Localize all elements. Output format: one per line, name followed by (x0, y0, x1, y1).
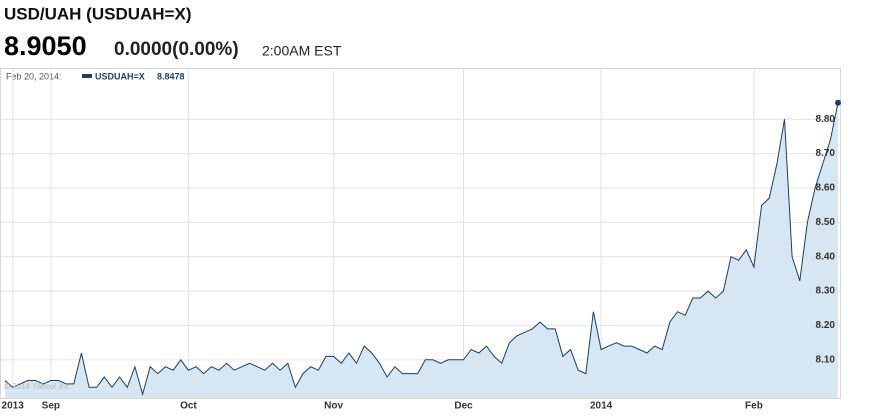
x-tick-label: 2013 (2, 401, 25, 412)
legend-series: USDUAH=X (95, 71, 145, 81)
y-tick-label: 8.60 (816, 183, 836, 194)
y-tick-label: 8.10 (816, 354, 836, 365)
watermark: © 2014 Yahoo! Inc. (4, 382, 72, 391)
legend-date: Feb 20, 2014: (6, 71, 62, 81)
x-tick-label: Nov (324, 401, 343, 412)
y-tick-label: 8.70 (816, 148, 836, 159)
quote-time: 2:00AM EST (262, 43, 342, 59)
x-tick-label: Oct (180, 401, 197, 412)
x-tick-label: Dec (454, 401, 473, 412)
quote-change: 0.0000(0.00%) (114, 39, 239, 60)
y-tick-label: 8.20 (816, 320, 836, 331)
quote-title: USD/UAH (USDUAH=X) (4, 4, 191, 23)
legend-value: 8.8478 (157, 71, 185, 81)
line (4, 102, 839, 397)
x-tick-label: 2014 (590, 401, 613, 412)
quote-price: 8.9050 (4, 31, 87, 61)
y-tick-label: 8.40 (816, 251, 836, 262)
y-tick-label: 8.50 (816, 217, 836, 228)
legend-swatch (82, 74, 92, 78)
area (5, 102, 838, 399)
last-point (835, 99, 841, 106)
y-tick-label: 8.80 (816, 114, 836, 125)
y-tick-label: 8.30 (816, 286, 836, 297)
x-tick-label: Sep (42, 401, 60, 412)
x-tick-label: Feb (745, 401, 763, 412)
